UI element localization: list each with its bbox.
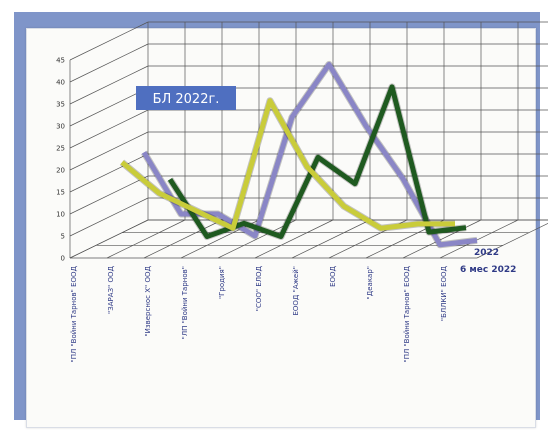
series-line xyxy=(120,98,455,231)
y-tick-label: 45 xyxy=(56,57,65,65)
y-tick-label: 5 xyxy=(61,233,65,241)
grid-line xyxy=(439,219,519,259)
y-tick-label: 35 xyxy=(56,101,65,109)
grid-line xyxy=(106,219,186,259)
y-tick-label: 20 xyxy=(56,167,65,175)
x-category-label: "ПЛ "Войни Тарнов" ЕООД xyxy=(70,265,78,362)
y-tick-label: 0 xyxy=(61,255,65,263)
y-axis-ticks: 0 5 10 15 20 25 30 35 40 45 xyxy=(56,57,65,263)
y-tick-label: 40 xyxy=(56,79,65,87)
grid-line xyxy=(291,219,371,259)
x-category-label: "ПЛ "Войни Тарнов" ЕООД xyxy=(403,265,411,362)
chart-title: БЛ 2022г. xyxy=(153,92,220,107)
grid-line xyxy=(69,21,149,61)
grid-line xyxy=(69,109,149,149)
x-category-label: "ЛП "Войни Тарнов" xyxy=(181,266,189,339)
legend-item: 2022 xyxy=(474,248,499,258)
x-category-label: "Изверснос Х" ООД xyxy=(144,265,152,336)
grid-line xyxy=(69,131,149,171)
grid-line xyxy=(69,65,149,105)
chart-title-bg xyxy=(136,86,236,110)
legend-item: 6 мес 2022 xyxy=(460,265,516,275)
x-category-label: "ЗАРАЗ" ООД xyxy=(107,265,115,313)
grid-line xyxy=(254,219,334,259)
chart-grid xyxy=(69,21,548,259)
chart-title-box: БЛ 2022г. xyxy=(136,86,236,110)
x-category-label: "Гродия" xyxy=(218,266,226,299)
y-tick-label: 25 xyxy=(56,145,65,153)
grid-line xyxy=(69,197,149,237)
grid-line xyxy=(476,223,548,259)
grid-line xyxy=(143,219,223,259)
grid-line xyxy=(69,43,149,83)
series-line xyxy=(167,84,467,239)
grid-line xyxy=(69,153,149,193)
legend: 2022 6 мес 2022 xyxy=(460,248,516,275)
y-tick-label: 10 xyxy=(56,211,65,219)
x-category-label: ЕООД xyxy=(329,265,337,286)
grid-line xyxy=(402,219,482,259)
grid-line xyxy=(69,87,149,127)
x-category-label: "БЛЛКИ" ЕООД xyxy=(440,265,448,321)
x-axis-categories: "ПЛ "Войни Тарнов" ЕООД "ЗАРАЗ" ООД "Извер… xyxy=(70,265,448,362)
grid-line xyxy=(69,219,149,259)
x-category-label: ЕООД "Ажей" xyxy=(292,266,300,316)
chart-series xyxy=(119,60,478,249)
x-category-label: "СОО" ЕЛОД xyxy=(255,265,263,311)
y-tick-label: 15 xyxy=(56,189,65,197)
x-category-label: "Деакар" xyxy=(366,266,374,299)
grid-line xyxy=(69,175,149,215)
y-tick-label: 30 xyxy=(56,123,65,131)
